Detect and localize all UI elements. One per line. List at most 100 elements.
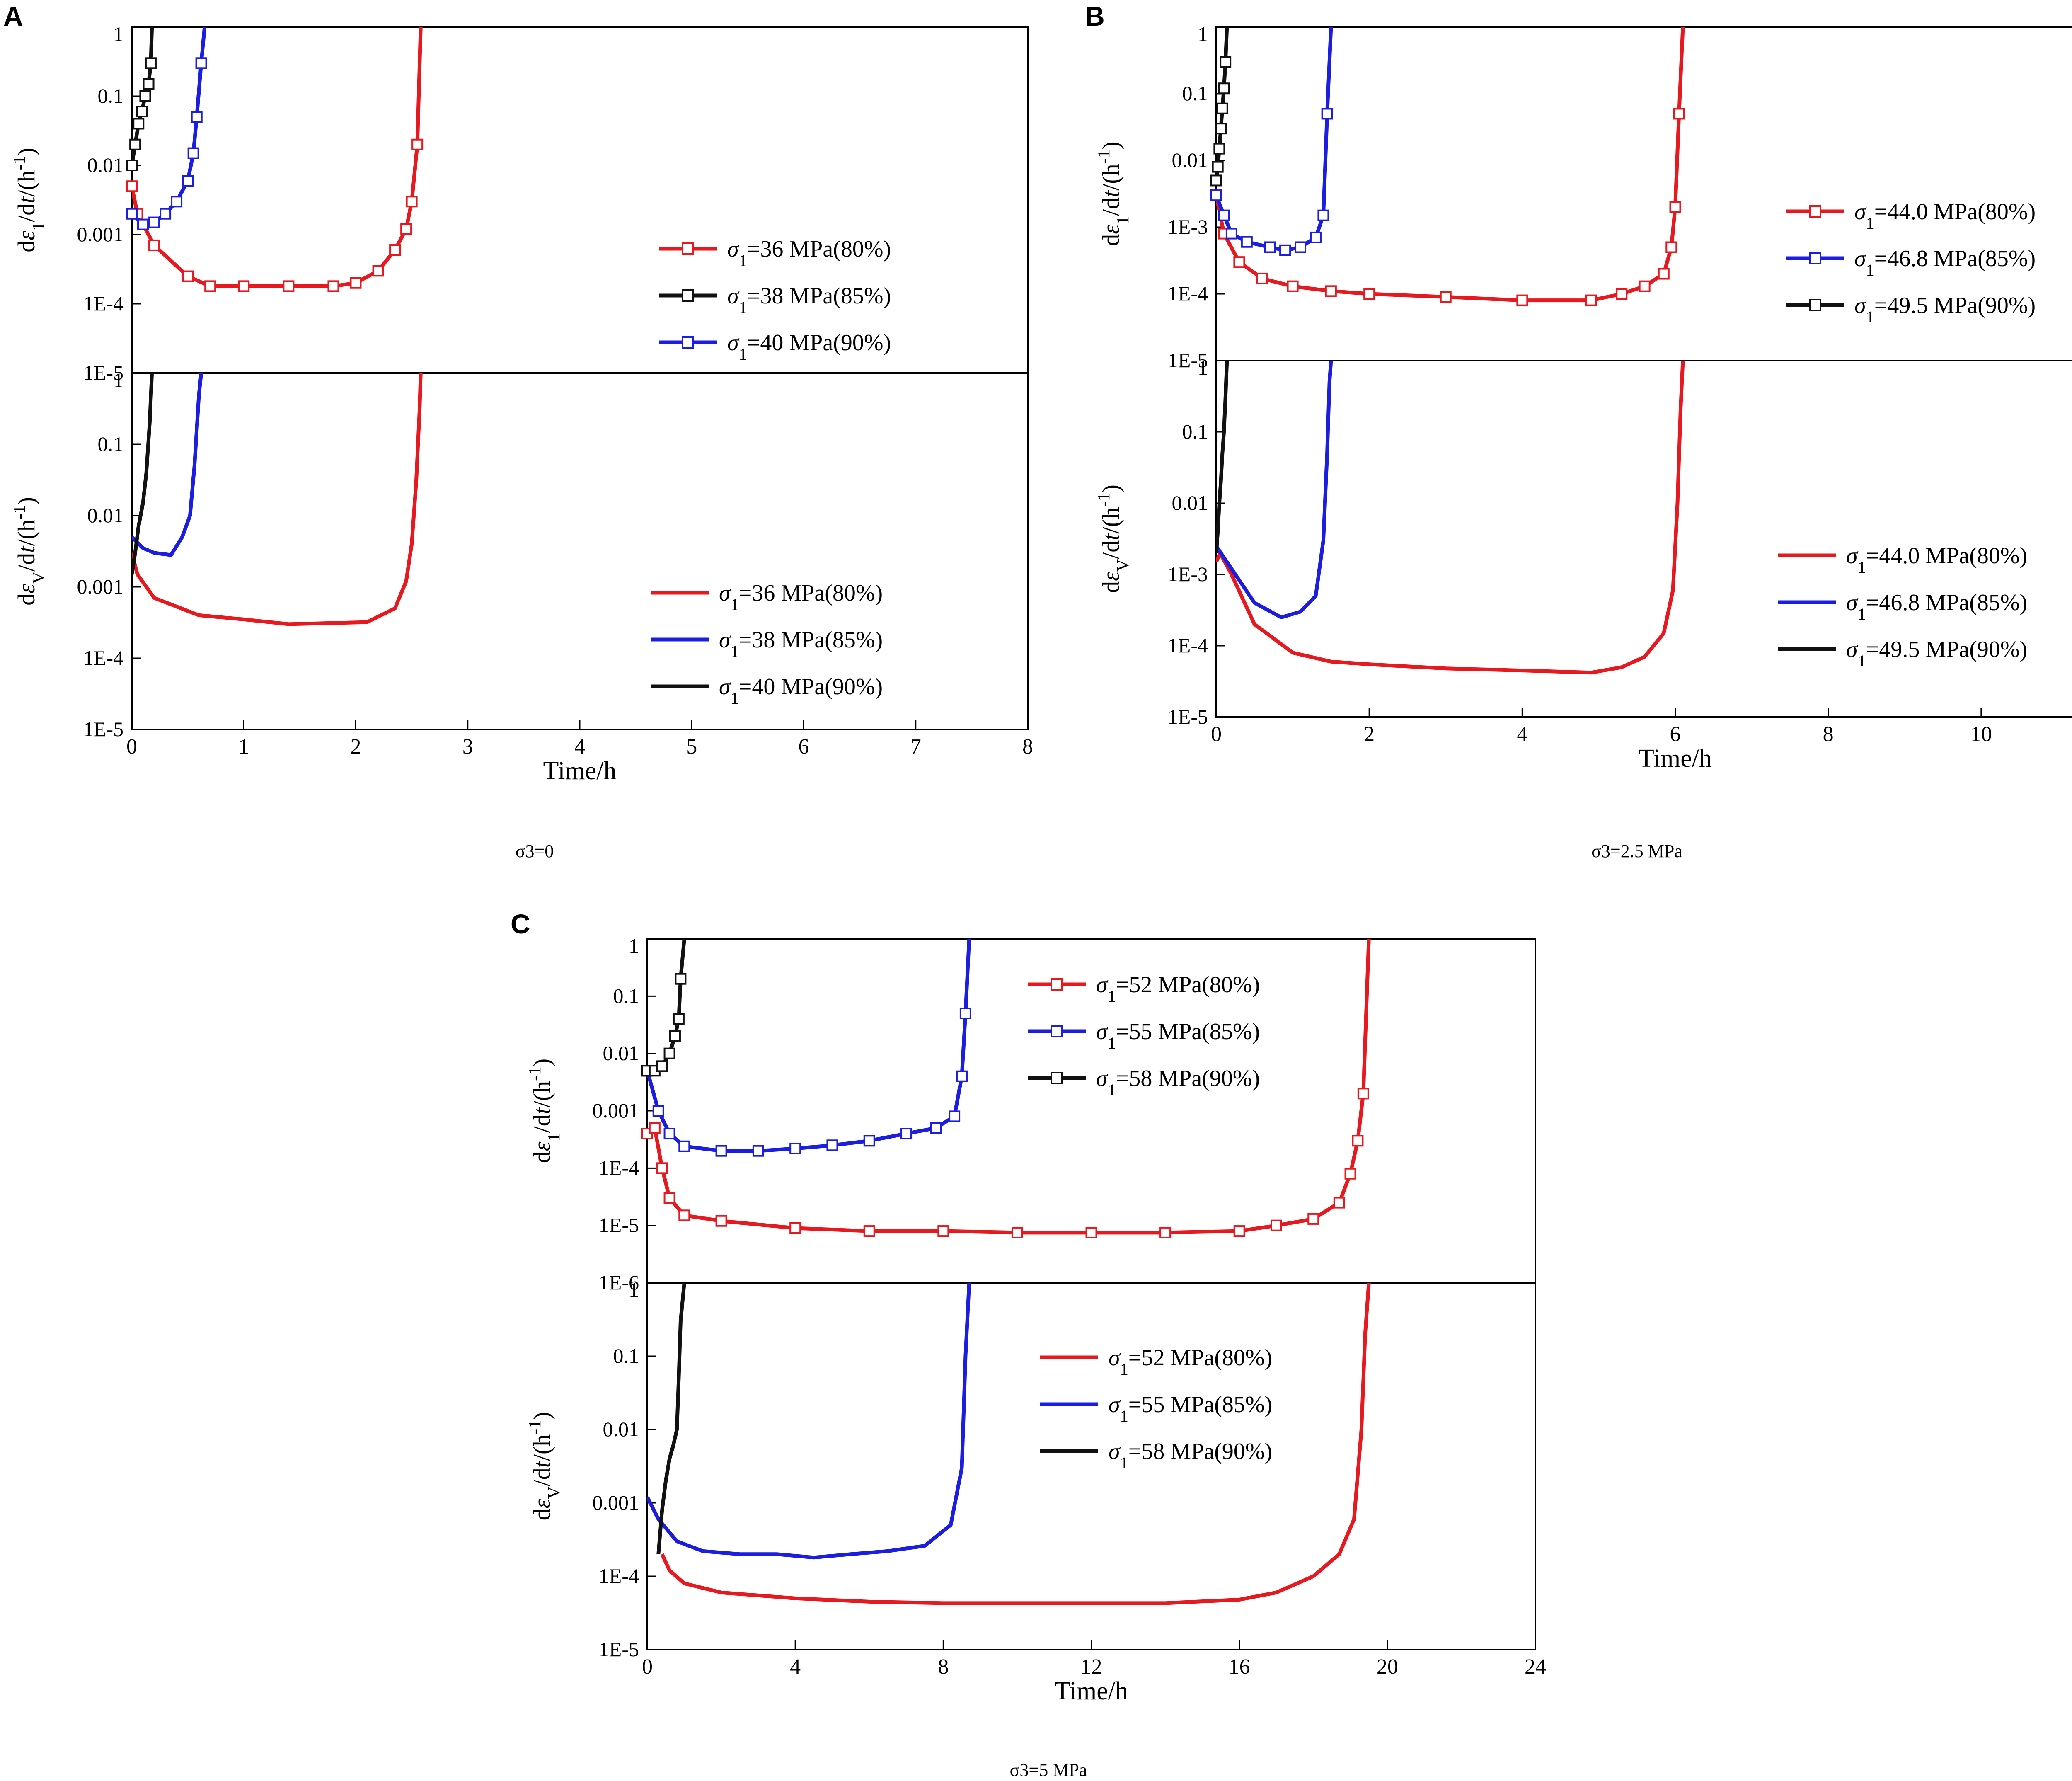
data-point-c-top [959, 1007, 971, 1019]
y-tick-label-a-top: 0.01 [87, 153, 124, 177]
legend-label-a-bottom: σ1=38 MPa(85%) [719, 627, 883, 661]
data-point-a-top [187, 147, 199, 159]
legend-label-a-bottom: σ1=36 MPa(80%) [719, 580, 883, 614]
data-point-b-top [1440, 291, 1452, 303]
data-point-a-top [126, 180, 138, 192]
data-point-b-top [1210, 189, 1222, 201]
y-tick-label-c-top: 1E-4 [599, 1156, 639, 1179]
data-point-c-top [1159, 1226, 1172, 1238]
y-tick-label-c-bottom: 0.01 [603, 1418, 639, 1441]
y-tick-label-c-top: 1 [629, 934, 639, 957]
y-tick-label-a-bottom: 1E-5 [83, 717, 123, 741]
data-point-a-top [400, 223, 412, 235]
plot-area: 1E-5 1E-4 0.001 0.01 0.1 1 dε1/dt/(h-1) σ1=36 M… [10, 22, 2072, 1705]
y-tick-label-b-top: 1E-5 [1168, 349, 1208, 372]
data-point-a-top [129, 138, 141, 150]
data-point-b-top [1310, 231, 1322, 243]
y-tick-label-c-bottom: 1 [629, 1278, 639, 1301]
legend-marker-a-top [682, 289, 694, 302]
x-tick-label-a-bottom: 5 [686, 735, 697, 758]
data-point-c-top [752, 1145, 764, 1157]
x-tick-label-a-bottom: 4 [574, 735, 585, 758]
x-tick-label-c-bottom: 8 [938, 1655, 949, 1679]
data-point-c-top [937, 1225, 949, 1237]
data-point-a-top [411, 138, 424, 150]
y-tick-label-b-top: 1 [1198, 22, 1208, 46]
y-tick-label-b-bottom: 1 [1198, 356, 1208, 379]
y-tick-label-c-top: 0.1 [613, 984, 639, 1007]
caption-panel-b: σ3=2.5 MPa [1591, 841, 1682, 861]
panel-letter-c: C [511, 909, 530, 939]
y-axis-label-a-bottom: dεV/dt/(h-1) [10, 497, 48, 606]
data-point-b-top [1673, 108, 1685, 120]
y-tick-label-c-top: 0.001 [593, 1099, 639, 1122]
series-line-c-bottom-2 [656, 1283, 686, 1555]
y-tick-label-b-bottom: 1E-5 [1168, 705, 1208, 728]
y-tick-label-b-bottom: 1E-4 [1168, 634, 1208, 657]
data-point-a-top [195, 57, 207, 69]
series-line-a-bottom-1 [132, 373, 203, 557]
data-point-c-top [656, 1162, 668, 1174]
y-tick-label-c-bottom: 0.001 [593, 1491, 639, 1514]
x-tick-label-a-bottom: 0 [126, 735, 137, 758]
data-point-a-top [283, 280, 295, 292]
y-axis-label-b-top: dε1/dt/(h-1) [1094, 141, 1133, 246]
legend-marker-a-top [682, 336, 694, 349]
legend-marker-c-top [1051, 978, 1063, 991]
y-tick-label-c-top: 1E-5 [599, 1214, 639, 1237]
caption-panel-c: σ3=5 MPa [1010, 1760, 1087, 1780]
data-point-c-top [1352, 1135, 1364, 1147]
data-point-c-top [663, 1192, 675, 1204]
series-line-a-bottom-2 [132, 373, 154, 575]
legend-label-a-bottom: σ1=40 MPa(90%) [719, 674, 883, 708]
panel-letter-b: B [1085, 1, 1105, 32]
data-point-a-top [148, 239, 160, 251]
data-point-b-top [1233, 256, 1245, 268]
x-tick-label-c-bottom: 20 [1377, 1655, 1398, 1679]
legend-marker-b-top [1809, 299, 1821, 311]
data-point-c-top [678, 1209, 690, 1221]
legend-label-b-bottom: σ1=46.8 MPa(85%) [1846, 590, 2027, 623]
y-tick-label-b-top: 0.01 [1172, 148, 1208, 172]
data-point-a-top [160, 208, 172, 220]
data-point-a-top [143, 78, 155, 90]
series-line-b-bottom-2 [1216, 361, 1229, 553]
x-axis-label-b-bottom: Time/h [1639, 744, 1712, 773]
data-point-b-top [1295, 241, 1307, 253]
data-point-b-top [1639, 280, 1651, 292]
legend-label-c-bottom: σ1=52 MPa(80%) [1109, 1345, 1272, 1379]
y-tick-label-a-bottom: 0.001 [77, 575, 124, 598]
data-point-b-top [1669, 201, 1681, 213]
data-point-b-top [1264, 241, 1276, 253]
data-point-b-top [1256, 272, 1268, 284]
legend-marker-c-top [1051, 1025, 1063, 1037]
y-tick-label-a-bottom: 0.01 [87, 504, 124, 527]
series-line-c-bottom-1 [647, 1283, 971, 1560]
y-axis-label-a-top: dε1/dt/(h-1) [10, 148, 48, 252]
data-point-b-top [1317, 209, 1329, 221]
y-axis-label-b-bottom: dεV/dt/(h-1) [1094, 485, 1133, 593]
data-point-c-top [673, 1013, 685, 1025]
data-point-a-top [182, 175, 194, 187]
y-tick-label-c-bottom: 0.1 [613, 1344, 639, 1367]
data-point-b-top [1210, 174, 1222, 187]
data-point-a-top [327, 280, 339, 292]
data-point-a-top [148, 216, 160, 228]
y-tick-label-a-top: 1E-4 [83, 292, 123, 315]
data-point-b-top [1287, 280, 1299, 292]
data-point-b-top [1218, 82, 1230, 95]
series-line-c-bottom-0 [660, 1283, 1371, 1605]
data-point-c-top [900, 1128, 913, 1140]
data-point-c-top [826, 1139, 838, 1151]
data-point-b-top [1279, 244, 1291, 256]
legend-marker-b-top [1809, 205, 1821, 218]
data-point-b-top [1658, 268, 1670, 280]
y-tick-label-a-top: 0.1 [98, 84, 124, 107]
x-tick-label-c-bottom: 16 [1229, 1655, 1250, 1679]
y-tick-label-c-top: 0.01 [603, 1042, 639, 1065]
data-point-a-top [171, 196, 183, 208]
x-tick-label-b-bottom: 0 [1211, 722, 1222, 746]
data-point-b-top [1363, 288, 1375, 300]
data-point-c-top [675, 973, 687, 985]
